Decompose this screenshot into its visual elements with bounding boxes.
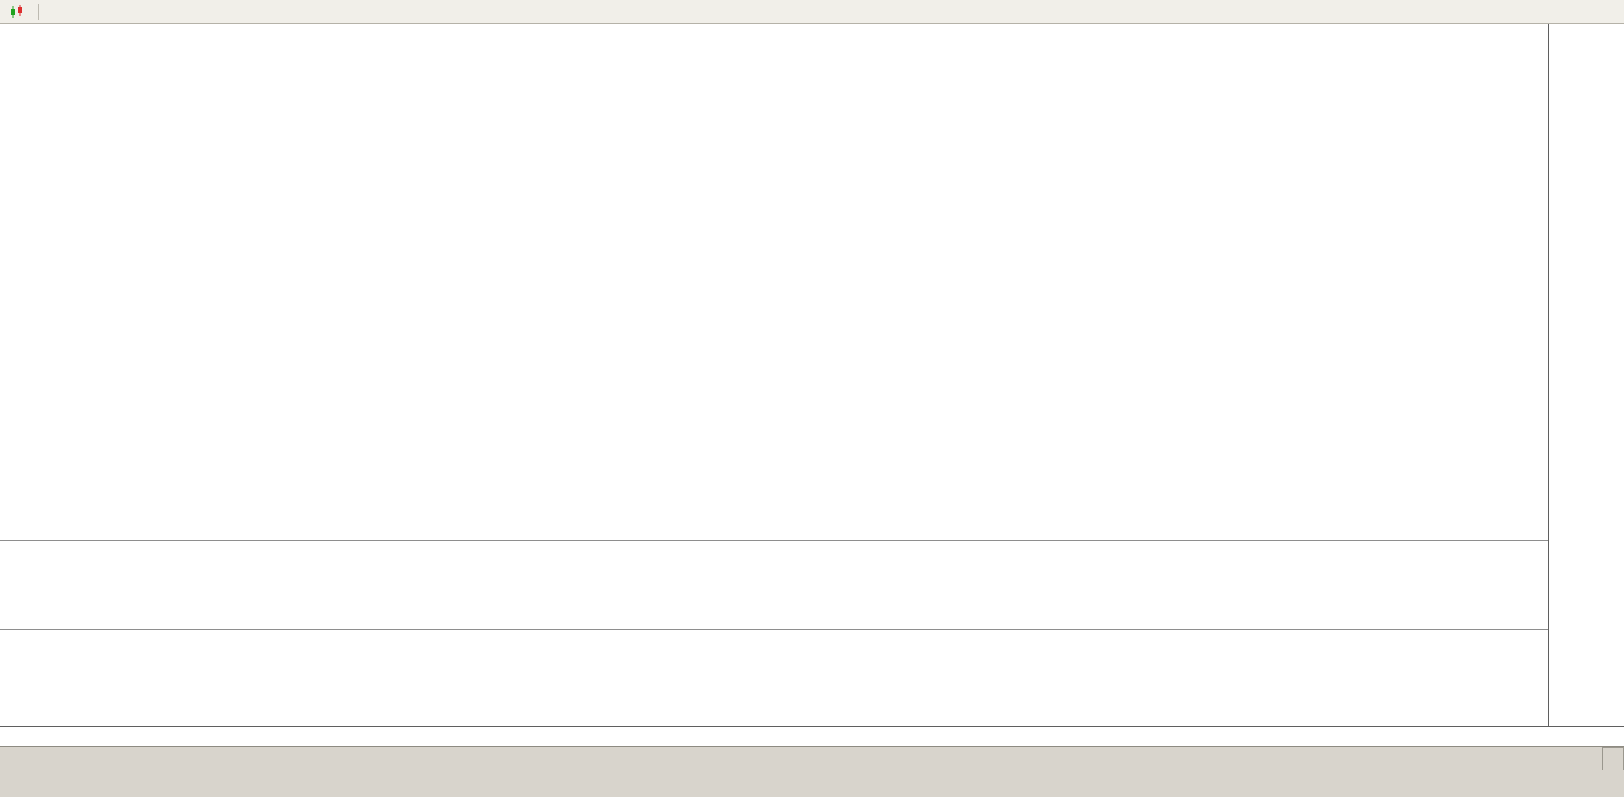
panel-splitter-rsi[interactable] (0, 540, 1624, 541)
chart-type-button[interactable] (4, 2, 32, 22)
rsi-indicator-canvas[interactable] (0, 541, 1548, 629)
time-scale[interactable] (0, 726, 1624, 746)
chart-tab-bar (0, 746, 1624, 770)
candlestick-chart-icon (11, 4, 22, 18)
main-price-chart-canvas[interactable] (0, 24, 1548, 540)
price-scale[interactable] (1548, 24, 1624, 726)
toolbar-separator (38, 3, 39, 20)
macd-indicator-canvas[interactable] (0, 630, 1548, 726)
tab-scroll-left-button[interactable] (1602, 747, 1624, 771)
bottom-filler (0, 770, 1624, 797)
panel-splitter-macd[interactable] (0, 629, 1624, 630)
timeframe-toolbar (0, 0, 1624, 24)
chart-window (0, 24, 1624, 726)
